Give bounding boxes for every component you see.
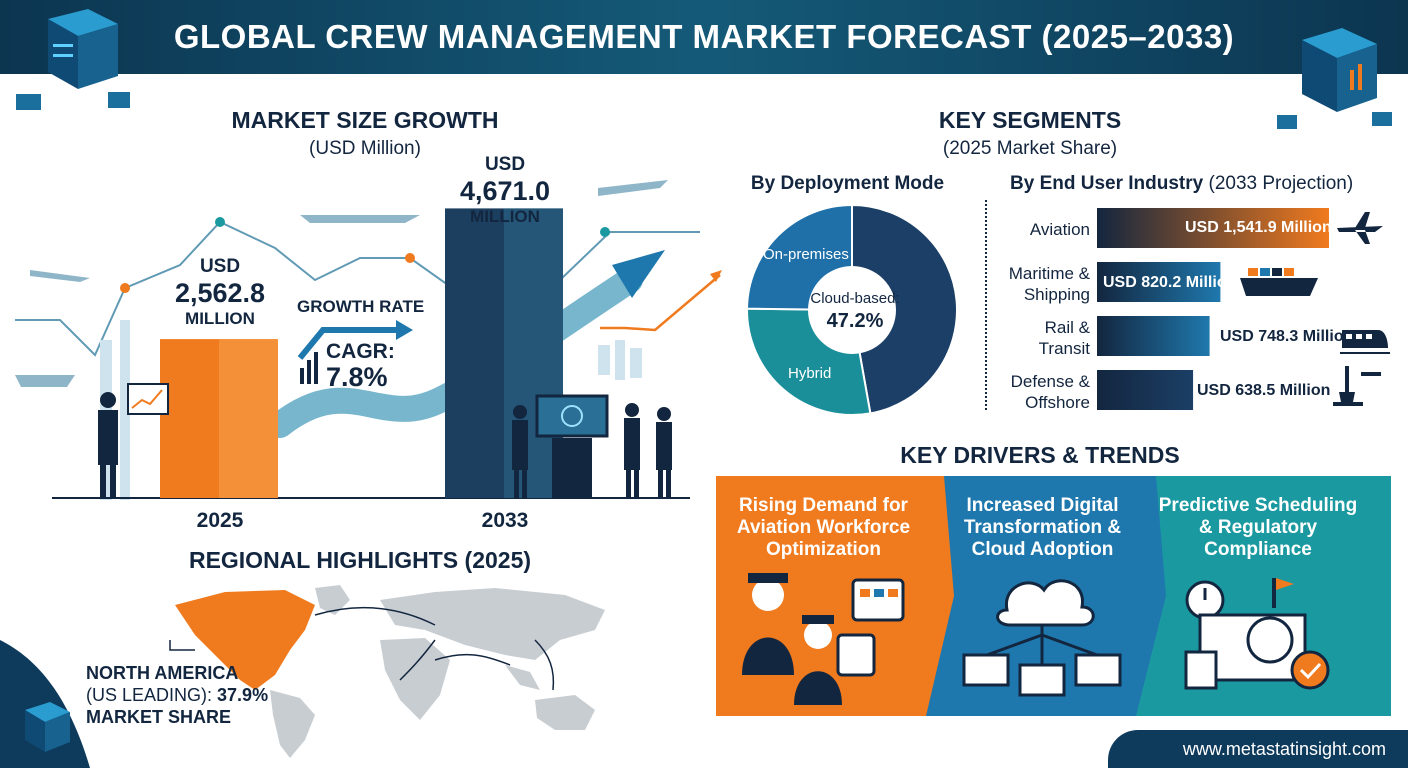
driver-text: & Regulatory [1198, 517, 1318, 538]
value-2033-line1: USD [484, 154, 526, 175]
end-user-heading-note: (2033 Projection) [1208, 173, 1354, 194]
donut-slice-cloud-based [851, 203, 958, 415]
end-user-heading-main: By End User Industry [1010, 173, 1204, 194]
north-america-region [175, 590, 315, 690]
cagr-label: CAGR: [326, 340, 395, 363]
driver-card-predictive: Predictive Scheduling & Regulatory Compl… [1158, 495, 1358, 561]
bar-rail-transit [1097, 316, 1210, 356]
donut-label-hybrid: Hybrid [788, 365, 832, 382]
driver-card-aviation: Rising Demand for Aviation Workforce Opt… [726, 495, 921, 561]
regional-heading: REGIONAL HIGHLIGHTS (2025) [188, 547, 532, 573]
bar-value-aviation: USD 1,541.9 Million [1185, 219, 1332, 236]
header-banner [0, 0, 1408, 74]
cagr-value: 7.8% [326, 362, 388, 392]
market-growth-chart [15, 180, 722, 500]
row-label-rail: Rail & Transit [985, 317, 1090, 359]
donut-center-label: Cloud-based: [810, 290, 900, 307]
server-cube-icon [1277, 28, 1392, 129]
row-label-text: Rail & [1044, 318, 1090, 337]
page-title: GLOBAL CREW MANAGEMENT MARKET FORECAST (… [173, 18, 1235, 55]
na-label-prefix: (US LEADING): [86, 685, 218, 705]
footer-url[interactable]: www.metastatinsight.com [1182, 739, 1386, 759]
segments-heading: KEY SEGMENTS [938, 107, 1122, 133]
axis-divider [985, 200, 987, 410]
driver-text: Cloud Adoption [971, 539, 1114, 560]
row-label-text: Offshore [1025, 393, 1090, 412]
deployment-donut-chart [745, 203, 958, 416]
row-label-text: Maritime & [1008, 264, 1090, 283]
market-size-heading: MARKET SIZE GROWTH [231, 107, 499, 133]
end-user-bar-chart [1097, 208, 1329, 410]
train-icon [1340, 330, 1390, 354]
bar-value-maritime: USD 820.2 Million [1103, 274, 1237, 291]
na-label-line1: NORTH AMERICA [86, 663, 239, 683]
driver-text: Transformation & [963, 517, 1122, 538]
na-share-value: 37.9% [217, 685, 269, 705]
value-2025-line1: USD [199, 256, 241, 277]
server-cube-icon [16, 9, 130, 110]
airplane-icon [1337, 212, 1383, 244]
offshore-rig-icon [1333, 366, 1381, 406]
row-label-maritime: Maritime & Shipping [985, 263, 1090, 305]
na-label-line3: MARKET SHARE [86, 707, 232, 727]
driver-text: Predictive Scheduling [1158, 495, 1358, 516]
end-user-heading: By End User Industry (2033 Projection) [1010, 173, 1380, 195]
row-label-text: Shipping [1023, 285, 1090, 304]
row-label-text: Defense & [1010, 372, 1090, 391]
row-label-text: Transit [1038, 339, 1090, 358]
pilot-crew-icon [742, 573, 905, 705]
year-2033-label: 2033 [481, 509, 529, 532]
growth-rate-label: GROWTH RATE [297, 297, 425, 316]
na-label-line2: (US LEADING): 37.9% [86, 685, 268, 706]
business-people-icon [98, 383, 672, 498]
driver-card-digital: Increased Digital Transformation & Cloud… [945, 495, 1140, 561]
driver-text: Aviation Workforce [736, 517, 911, 538]
row-label-defense: Defense & Offshore [985, 371, 1090, 413]
bar-shade-2025 [219, 339, 278, 498]
donut-label-on-premises: On-premises [763, 246, 849, 263]
value-2025-line3: MILLION [185, 309, 255, 328]
compliance-schedule-icon [1184, 578, 1330, 690]
corner-decoration [0, 640, 90, 768]
bar-value-rail: USD 748.3 Million [1220, 328, 1354, 345]
bar-defense-offshore [1097, 370, 1194, 410]
value-2033-line3: MILLION [470, 207, 540, 226]
row-label-aviation: Aviation [995, 219, 1090, 240]
row-label-text: Aviation [1029, 220, 1090, 239]
ship-icon [15, 375, 75, 387]
deployment-heading: By Deployment Mode [750, 173, 945, 194]
donut-center-value: 47.2% [826, 310, 884, 332]
value-2025-number: 2,562.8 [174, 278, 266, 308]
driver-text: Compliance [1204, 539, 1312, 560]
value-2033-number: 4,671.0 [459, 176, 551, 206]
airplane-icon [30, 180, 668, 282]
footer-bar [1108, 730, 1408, 768]
segments-subheading: (2025 Market Share) [942, 138, 1118, 159]
driver-text: Optimization [765, 539, 882, 560]
bar-value-defense: USD 638.5 Million [1197, 382, 1331, 399]
market-size-unit: (USD Million) [309, 138, 421, 159]
cargo-ship-icon [1240, 268, 1318, 296]
drivers-heading: KEY DRIVERS & TRENDS [900, 442, 1180, 468]
world-map [169, 585, 605, 758]
bar-aviation [1097, 208, 1329, 248]
cloud-network-icon [962, 579, 1122, 697]
growth-arrow-icon [298, 320, 413, 384]
driver-text: Rising Demand for [739, 495, 908, 516]
bar-maritime-shipping [1097, 262, 1221, 302]
year-2025-label: 2025 [196, 509, 244, 532]
driver-text: Increased Digital [966, 495, 1119, 516]
